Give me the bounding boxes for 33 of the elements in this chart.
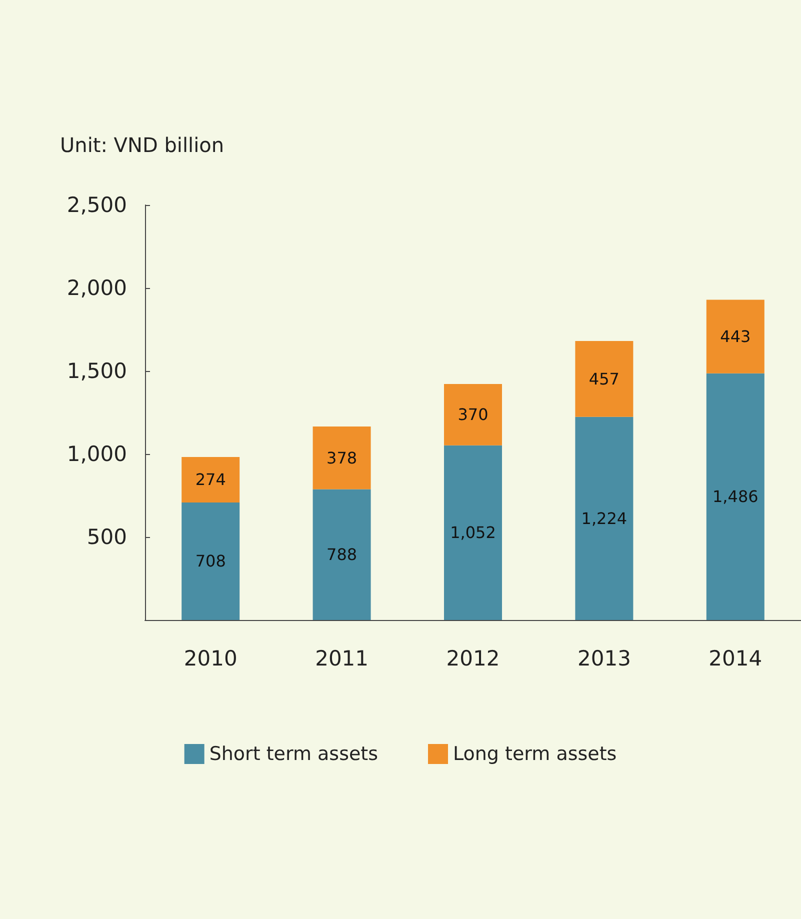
y-tick-label: 2,000 [66,276,127,300]
data-label: 1,052 [450,523,496,542]
bar [706,300,764,374]
bar [575,340,634,417]
x-tick-label: 2010 [184,646,238,670]
data-label: 1,486 [712,487,758,506]
y-axis-title: Unit: VND billion [60,133,224,157]
data-label: 1,224 [581,508,628,528]
bar [444,445,502,620]
bar [706,373,764,620]
legend-label: Long term assets [453,743,617,765]
data-label: 457 [588,369,620,388]
x-tick-label: 2012 [446,646,500,670]
x-tick-label: 2011 [315,646,369,670]
bar [444,384,502,446]
data-label: 443 [720,327,751,346]
y-tick-label: 2,500 [66,193,127,217]
data-label: 708 [195,552,226,571]
y-tick-label: 1,000 [66,442,127,466]
y-tick-label: 500 [86,525,127,549]
x-tick-label: 2014 [708,646,762,670]
data-label: 788 [326,545,358,564]
bar [575,416,634,620]
legend-label: Short term assets [209,743,378,765]
bar [182,456,240,502]
data-label: 378 [326,448,358,468]
y-tick-label: 1,500 [66,359,127,383]
data-label: 370 [458,405,488,424]
bar [182,502,240,620]
bar [312,489,371,620]
x-tick-label: 2013 [577,646,631,670]
data-label: 274 [195,470,226,490]
bar [312,426,371,490]
